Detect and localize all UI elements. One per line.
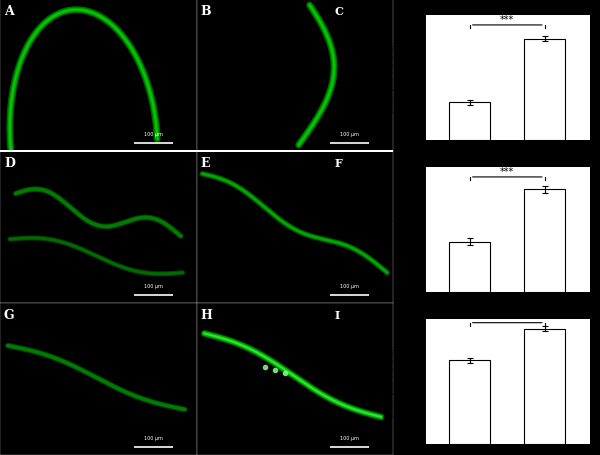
- Text: 100 μm: 100 μm: [340, 131, 359, 136]
- Text: ***: ***: [500, 167, 514, 176]
- Y-axis label: SOD-3::GFP Expression
(mean pixel intensity): SOD-3::GFP Expression (mean pixel intens…: [389, 194, 400, 266]
- Bar: [449, 360, 490, 444]
- Text: 100 μm: 100 μm: [144, 435, 163, 440]
- Y-axis label: DAF-16::GFP Nuclear Translocation
(mean pixel intensity): DAF-16::GFP Nuclear Translocation (mean …: [384, 24, 395, 132]
- Text: 100 μm: 100 μm: [340, 435, 359, 440]
- Text: D: D: [4, 156, 15, 169]
- Text: I: I: [334, 309, 340, 320]
- Text: ***: ***: [500, 312, 514, 322]
- Text: H: H: [200, 308, 212, 321]
- Bar: [449, 242, 490, 292]
- Text: A: A: [4, 5, 14, 18]
- Text: ***: ***: [500, 15, 514, 25]
- Text: 100 μm: 100 μm: [144, 283, 163, 288]
- Bar: [524, 40, 565, 140]
- Text: F: F: [334, 157, 342, 169]
- Text: 100 μm: 100 μm: [144, 131, 163, 136]
- Bar: [449, 103, 490, 140]
- Text: 100 μm: 100 μm: [340, 283, 359, 288]
- Bar: [524, 329, 565, 444]
- Y-axis label: HSP-16.2::GFP Expression
(mean pixel intensity): HSP-16.2::GFP Expression (mean pixel int…: [384, 341, 395, 422]
- Text: G: G: [4, 308, 14, 321]
- Bar: [524, 190, 565, 292]
- Text: C: C: [334, 6, 343, 17]
- Text: B: B: [200, 5, 211, 18]
- Text: E: E: [200, 156, 210, 169]
